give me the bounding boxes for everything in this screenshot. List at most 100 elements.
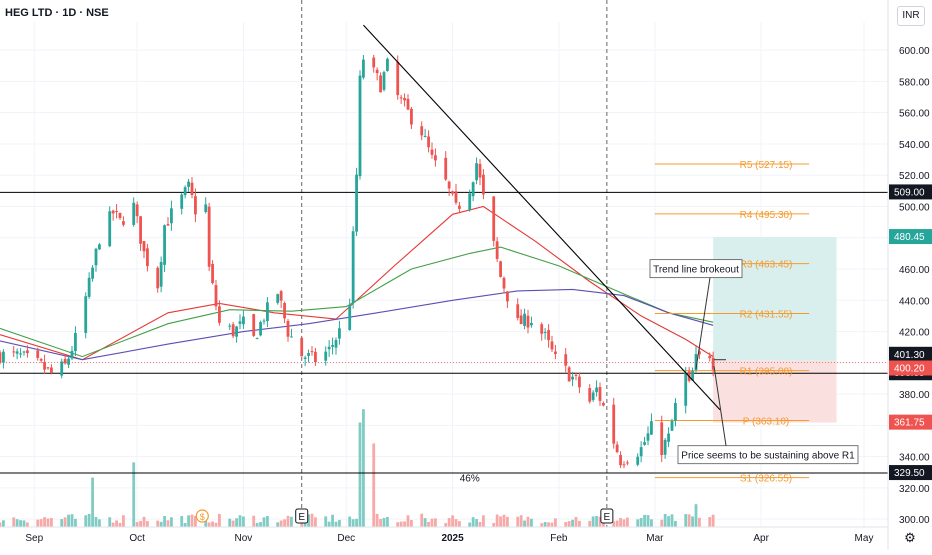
candle-body: [170, 208, 173, 224]
volume-bar: [547, 522, 550, 527]
candle-body: [12, 351, 16, 353]
candle-body: [430, 149, 434, 155]
candle-body: [118, 212, 122, 219]
volume-bar: [238, 515, 242, 527]
volume-bar: [478, 521, 482, 527]
volume-bar: [674, 520, 677, 527]
candle-body: [550, 341, 554, 350]
candle-body: [543, 332, 547, 334]
volume-bar: [615, 520, 619, 527]
candle-body: [588, 388, 592, 402]
candle-body: [708, 355, 712, 359]
candle-body: [454, 191, 458, 203]
candle-body: [22, 351, 26, 353]
volume-bar: [207, 522, 211, 527]
candle-body: [523, 313, 526, 326]
candle-body: [194, 196, 197, 215]
candle-body: [444, 157, 448, 180]
candle-body: [159, 261, 163, 287]
level-tag: [889, 465, 932, 481]
volume-bar: [211, 521, 214, 527]
currency-button[interactable]: INR: [897, 6, 925, 26]
volume-bar: [327, 521, 331, 527]
price-tick: 520.00: [899, 171, 930, 182]
candle-body: [375, 69, 379, 74]
candle-body: [362, 59, 365, 78]
earnings-marker: [295, 508, 309, 524]
candle-body: [310, 351, 314, 353]
candle-body: [639, 447, 643, 457]
candle-body: [578, 376, 581, 388]
volume-bar: [691, 516, 694, 527]
earnings-marker-label: E: [604, 512, 611, 523]
ma-line: [0, 288, 714, 361]
volume-bar: [519, 515, 523, 527]
volume-bar: [550, 522, 554, 527]
volume-bar: [471, 517, 475, 527]
volume-bar: [231, 520, 235, 527]
candle-body: [74, 333, 77, 352]
volume-bar: [255, 523, 259, 527]
volume-bar: [687, 514, 691, 527]
candle-body: [266, 302, 269, 322]
volume-bar: [19, 520, 22, 527]
candle-body: [327, 346, 331, 350]
volume-bar: [444, 523, 448, 527]
volume-bar: [458, 521, 461, 527]
volume-bar: [650, 519, 653, 527]
candle-body: [423, 135, 427, 137]
candle-body: [111, 210, 115, 214]
volume-bar: [142, 516, 146, 527]
price-tick: 320.00: [899, 484, 930, 495]
volume-bar: [279, 520, 283, 527]
price-tick: 380.00: [899, 390, 930, 401]
volume-bar: [183, 523, 187, 527]
volume-bar: [626, 517, 629, 527]
candle-body: [207, 206, 211, 267]
candles: [0, 54, 715, 469]
volume-bar: [571, 519, 574, 527]
volume-bar: [643, 514, 646, 527]
volume-bar: [406, 515, 410, 527]
volume-bar: [639, 517, 643, 527]
settings-icon[interactable]: ⚙: [904, 530, 916, 545]
price-axis[interactable]: 300.00320.00340.00360.00380.00400.00420.…: [887, 0, 932, 550]
volume-bar: [132, 462, 136, 527]
pivot-label: S1 (326.55): [740, 474, 792, 485]
volume-bar: [447, 518, 451, 527]
candle-body: [39, 359, 43, 361]
volume-bar: [290, 516, 293, 527]
time-tick: Apr: [753, 533, 769, 544]
candle-body: [290, 336, 293, 338]
candle-body: [379, 75, 382, 93]
pivot-label: R3 (463.45): [740, 260, 793, 271]
candle-body: [598, 387, 602, 401]
candle-body: [139, 216, 142, 244]
volume-bar: [163, 515, 166, 527]
candle-body: [331, 345, 334, 347]
volume-bar: [595, 516, 598, 527]
candle-body: [475, 163, 478, 181]
volume-bar: [87, 513, 91, 527]
time-axis[interactable]: Sep Oct Nov Dec 2025 Feb Mar Apr May: [0, 526, 888, 544]
candle-body: [571, 376, 574, 380]
volume-bar: [399, 521, 403, 527]
volume-bars: [0, 409, 715, 527]
trendline[interactable]: [363, 24, 721, 411]
price-tag: [889, 229, 932, 245]
candle-body: [403, 98, 406, 101]
volume-bar: [410, 520, 413, 527]
candle-body: [283, 303, 286, 319]
candle-body: [163, 225, 166, 265]
volume-bar: [283, 519, 286, 527]
moving-averages: [0, 205, 714, 361]
candle-body: [259, 322, 262, 336]
volume-bar: [622, 519, 626, 527]
candle-body: [348, 304, 352, 330]
candle-body: [615, 444, 619, 453]
candle-body: [694, 354, 698, 371]
dividend-icon: [195, 509, 209, 523]
volume-bar: [454, 519, 458, 527]
volume-bar: [50, 518, 53, 527]
